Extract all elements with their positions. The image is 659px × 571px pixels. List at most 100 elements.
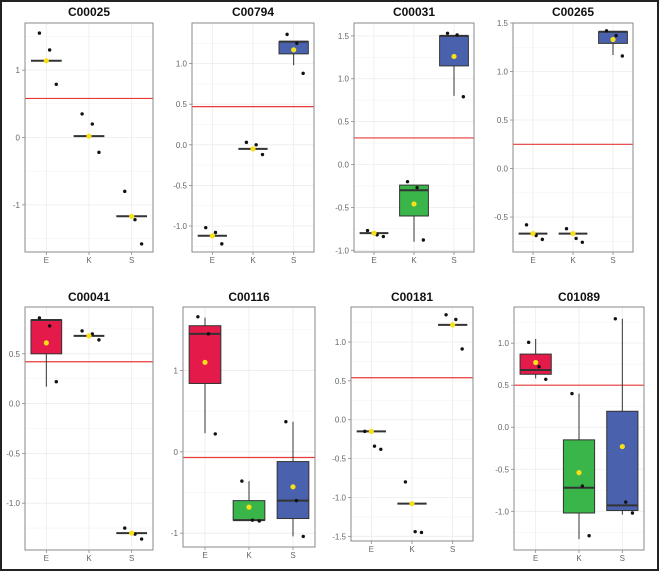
x-tick-label: K [411, 256, 417, 265]
box-group-E [359, 228, 389, 239]
mean-marker [290, 484, 296, 490]
y-tick-label: -0.5 [173, 181, 187, 190]
y-tick-label: 1.0 [498, 339, 510, 348]
data-point [90, 332, 95, 336]
y-tick-label: -1.0 [6, 499, 20, 508]
y-tick-label: 1.0 [335, 338, 347, 347]
y-tick-label: -0.5 [6, 449, 20, 458]
mean-marker [450, 322, 456, 328]
data-point [363, 429, 367, 434]
y-tick-label: -0.5 [495, 465, 509, 474]
data-point [294, 498, 299, 503]
y-tick-label: -0.5 [494, 213, 508, 222]
y-tick-label: 0 [174, 448, 179, 457]
box-group-S [276, 420, 310, 539]
mean-marker [576, 470, 582, 476]
data-point [285, 32, 289, 37]
box-group-S [439, 31, 469, 99]
data-point [413, 529, 417, 534]
box-group-K [238, 140, 268, 157]
x-tick-label: S [291, 256, 296, 265]
mean-marker [411, 201, 417, 207]
y-tick-label: 1.5 [338, 32, 350, 41]
data-point [372, 444, 377, 448]
x-tick-label: K [86, 256, 92, 265]
y-tick-label: 0.5 [335, 377, 347, 386]
y-tick-label: 0.5 [338, 118, 350, 127]
mean-marker [209, 233, 215, 239]
plot-border [512, 22, 634, 253]
y-tick-label: 1.0 [338, 75, 350, 84]
mean-marker [533, 359, 539, 366]
data-point [537, 364, 541, 369]
y-tick-label: 0.0 [338, 161, 350, 170]
y-tick-label: 0.0 [335, 416, 347, 425]
data-point [301, 534, 305, 539]
mean-marker [570, 230, 576, 237]
data-point [97, 150, 101, 155]
data-point [196, 315, 200, 319]
plot-border [24, 22, 154, 253]
panel-title: C00794 [231, 5, 275, 19]
box-group-K [399, 179, 429, 242]
data-point [123, 526, 127, 530]
mean-marker [291, 47, 297, 53]
x-tick-label: K [576, 554, 582, 563]
data-point [614, 33, 618, 38]
box-group-K [73, 329, 105, 342]
data-point [244, 140, 249, 145]
data-point [90, 122, 95, 126]
data-point [254, 143, 258, 147]
y-tick-label: 0.5 [498, 381, 510, 390]
mean-marker [619, 443, 625, 450]
data-point [613, 317, 618, 321]
box-group-S [438, 313, 468, 351]
y-tick-label: -0.5 [332, 455, 346, 464]
y-tick-label: -1.0 [495, 507, 509, 516]
panel-title: C00041 [67, 290, 111, 304]
x-tick-label: E [44, 554, 49, 563]
x-tick-label: E [530, 256, 535, 265]
data-point [624, 500, 628, 504]
x-tick-label: S [129, 256, 134, 265]
data-point [47, 324, 52, 328]
data-point [381, 234, 386, 239]
data-point [240, 479, 244, 483]
panel-title: C01089 [557, 290, 601, 304]
x-tick-label: E [202, 551, 207, 560]
data-point [445, 31, 450, 35]
x-tick-label: K [570, 256, 576, 265]
y-tick-label: -1.0 [332, 493, 346, 502]
data-point [295, 41, 299, 46]
data-point [544, 377, 548, 382]
box [30, 319, 63, 355]
data-point [257, 519, 261, 523]
data-point [526, 340, 531, 345]
box-group-E [518, 223, 548, 242]
box-group-K [397, 480, 427, 535]
plot-border [353, 22, 475, 253]
plot-border [182, 306, 316, 548]
data-point [454, 317, 458, 322]
mean-marker [43, 340, 49, 346]
mean-marker [451, 53, 457, 60]
box-group-K [232, 479, 266, 523]
data-point [204, 225, 208, 230]
y-tick-label: -1 [13, 201, 21, 210]
y-tick-label: -1.0 [173, 222, 187, 231]
x-tick-label: S [620, 554, 625, 563]
box [276, 461, 310, 520]
box-group-E [30, 31, 62, 86]
y-tick-label: 0.0 [498, 423, 510, 432]
plot-border [191, 22, 315, 253]
data-point [80, 329, 84, 333]
data-point [37, 316, 42, 320]
box-group-K [558, 227, 588, 244]
box-group-E [30, 316, 63, 387]
data-point [403, 480, 408, 484]
mean-marker [129, 213, 135, 219]
plot-border [350, 306, 474, 542]
data-point [580, 240, 585, 244]
